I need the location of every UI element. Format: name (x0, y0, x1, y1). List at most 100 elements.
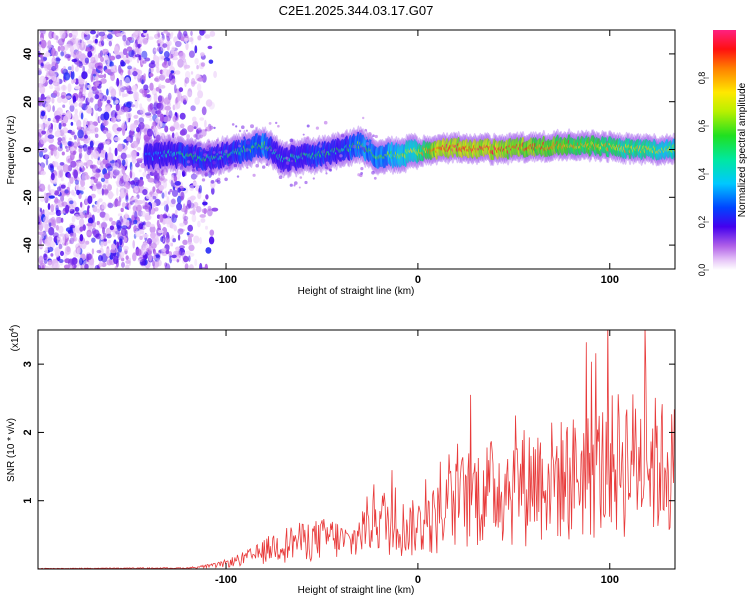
noise-speckle (44, 240, 51, 247)
noise-speckle (74, 214, 80, 219)
noise-speckle (79, 226, 84, 232)
ridge-scatter (246, 166, 249, 169)
ridge-scatter (373, 176, 377, 180)
noise-speckle (71, 189, 75, 196)
ridge-scatter (193, 163, 198, 168)
noise-speckle (126, 46, 133, 52)
ridge-scatter (352, 144, 357, 149)
noise-speckle (167, 191, 171, 195)
ridge-scatter (298, 186, 301, 189)
noise-speckle (116, 114, 121, 120)
noise-speckle (177, 195, 182, 204)
noise-speckle (195, 142, 202, 147)
noise-speckle (62, 104, 66, 108)
ridge-scatter (280, 170, 283, 173)
noise-speckle (60, 51, 65, 57)
noise-speckle (125, 154, 131, 158)
noise-speckle (125, 219, 130, 227)
noise-speckle (141, 89, 148, 96)
noise-speckle (127, 37, 133, 41)
noise-speckle (80, 201, 83, 208)
noise-speckle (100, 78, 107, 84)
spectrogram-panel: -100 0 100 -40 -20 0 20 40 Height of straight l… (6, 29, 676, 297)
noise-speckle (92, 184, 97, 192)
noise-speckle (172, 115, 177, 123)
noise-speckle (171, 174, 174, 181)
noise-speckle (163, 51, 170, 58)
noise-speckle (204, 263, 208, 269)
noise-speckle (56, 96, 63, 104)
noise-speckle (133, 91, 139, 101)
ridge-scatter (242, 138, 245, 141)
noise-speckle (104, 213, 110, 221)
noise-speckle (53, 70, 58, 77)
noise-speckle (167, 59, 172, 69)
noise-speckle (125, 39, 131, 46)
noise-speckle (47, 40, 52, 47)
noise-speckle (180, 123, 185, 129)
noise-speckle (193, 235, 200, 244)
noise-speckle (162, 116, 170, 123)
noise-speckle (173, 36, 178, 43)
noise-speckle (89, 97, 94, 103)
ridge-scatter (306, 124, 310, 128)
noise-speckle (177, 187, 181, 193)
noise-speckle (84, 263, 89, 269)
noise-speckle (50, 253, 54, 257)
noise-speckle (67, 66, 72, 71)
noise-speckle (142, 199, 146, 204)
noise-speckle (148, 36, 154, 40)
ridge-scatter (198, 168, 201, 171)
noise-speckle (87, 253, 93, 260)
ridge-scatter (290, 159, 294, 163)
spectrogram-ticks: -100 0 100 -40 -20 0 20 40 (22, 30, 675, 286)
ridge-scatter (325, 172, 328, 175)
ridge-scatter (285, 161, 290, 165)
ridge-scatter (235, 125, 238, 128)
noise-speckle (152, 47, 157, 55)
noise-speckle (95, 172, 100, 178)
noise-speckle (116, 127, 123, 132)
noise-speckle (131, 156, 137, 164)
noise-speckle (122, 127, 126, 136)
noise-speckle (161, 247, 167, 252)
noise-speckle (156, 66, 160, 74)
x-tick-label: 0 (415, 274, 421, 286)
noise-speckle (190, 71, 194, 75)
noise-speckle (194, 45, 198, 54)
noise-speckle (157, 102, 164, 111)
noise-speckle (155, 134, 161, 142)
noise-speckle (165, 78, 171, 83)
noise-speckle (85, 127, 92, 135)
noise-speckle (74, 108, 78, 115)
noise-speckle (86, 146, 92, 156)
y-tick-label: 1 (22, 498, 34, 504)
noise-speckle (166, 135, 172, 140)
noise-speckle (107, 184, 112, 191)
snr-exponent: (x104) (9, 325, 21, 352)
noise-speckle (86, 108, 93, 115)
noise-speckle (98, 31, 106, 37)
noise-speckle (134, 101, 139, 109)
noise-speckle (189, 195, 196, 201)
noise-speckle (42, 221, 48, 228)
ridge-scatter (312, 142, 317, 146)
noise-speckle (183, 30, 188, 37)
noise-speckle (136, 147, 142, 151)
noise-speckle (161, 62, 167, 67)
ridge-scatter (199, 134, 203, 139)
noise-speckle (56, 236, 62, 240)
noise-speckle (118, 109, 125, 115)
noise-speckle (144, 214, 152, 221)
ridge-scatter (218, 151, 222, 154)
snr-marks (38, 330, 675, 569)
noise-speckle (63, 115, 69, 124)
noise-speckle (69, 104, 75, 112)
noise-speckle (119, 68, 123, 76)
noise-speckle (114, 51, 121, 60)
noise-speckle (184, 77, 190, 84)
ridge-scatter (359, 145, 363, 148)
noise-speckle (182, 203, 186, 211)
noise-speckle (171, 213, 177, 223)
noise-speckle (173, 250, 180, 256)
